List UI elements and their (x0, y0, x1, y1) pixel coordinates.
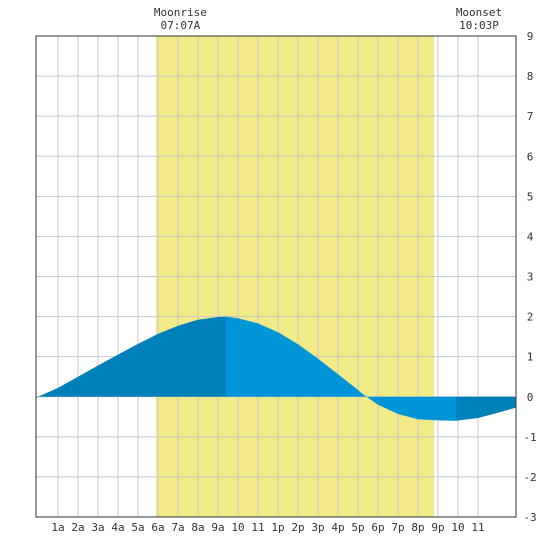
x-tick-labels: 1a 2a 3a 4a 5a 6a 7a 8a 9a 10 11 1p 2p 3p 4p 5p 6p 7p 8p 9p… (51, 521, 484, 534)
x-tick-label: 6a (151, 521, 164, 534)
y-tick-label: 8 (527, 70, 534, 83)
y-tick-label: 1 (527, 351, 534, 364)
moon-event-time: 07:07A (160, 19, 200, 32)
x-tick-label: 4p (331, 521, 344, 534)
x-tick-label: 1p (271, 521, 284, 534)
y-tick-label: 7 (527, 110, 534, 123)
y-tick-labels: -3 -2 -1 0 1 2 3 4 5 6 7 8 9 (523, 30, 536, 524)
x-tick-label: 9a (211, 521, 224, 534)
y-tick-label: 0 (527, 391, 534, 404)
y-tick-label: 2 (527, 311, 534, 324)
x-tick-label: 5p (351, 521, 364, 534)
tide-area-falling (226, 316, 456, 421)
moon-event-time: 10:03P (459, 19, 499, 32)
tide-area-rising (36, 316, 226, 399)
x-tick-label: 8a (191, 521, 204, 534)
moon-event-title: Moonrise (154, 6, 207, 19)
y-tick-label: -2 (523, 471, 536, 484)
x-tick-label: 10 (451, 521, 464, 534)
y-tick-label: -3 (523, 511, 536, 524)
grid-layer (36, 35, 516, 518)
x-tick-label: 9p (431, 521, 444, 534)
x-tick-label: 6p (371, 521, 384, 534)
tide-area-rising (456, 396, 516, 421)
x-tick-label: 10 (231, 521, 244, 534)
x-tick-label: 1a (51, 521, 64, 534)
x-tick-label: 7a (171, 521, 184, 534)
frame-layer (35, 35, 517, 518)
x-tick-label: 8p (411, 521, 424, 534)
plot-frame (35, 35, 517, 518)
x-tick-label: 7p (391, 521, 404, 534)
x-tick-label: 2a (71, 521, 84, 534)
x-tick-label: 4a (111, 521, 124, 534)
y-tick-label: 4 (527, 230, 534, 243)
x-tick-label: 3a (91, 521, 104, 534)
x-tick-label: 3p (311, 521, 324, 534)
y-tick-label: -1 (523, 431, 536, 444)
x-tick-label: 5a (131, 521, 144, 534)
tide-area-layer (36, 316, 516, 421)
moon-event-title: Moonset (456, 6, 502, 19)
x-tick-label: 11 (251, 521, 264, 534)
y-tick-label: 6 (527, 150, 534, 163)
x-tick-label: 11 (471, 521, 484, 534)
y-tick-label: 9 (527, 30, 534, 43)
x-tick-label: 2p (291, 521, 304, 534)
y-tick-label: 3 (527, 271, 534, 284)
y-tick-label: 5 (527, 190, 534, 203)
